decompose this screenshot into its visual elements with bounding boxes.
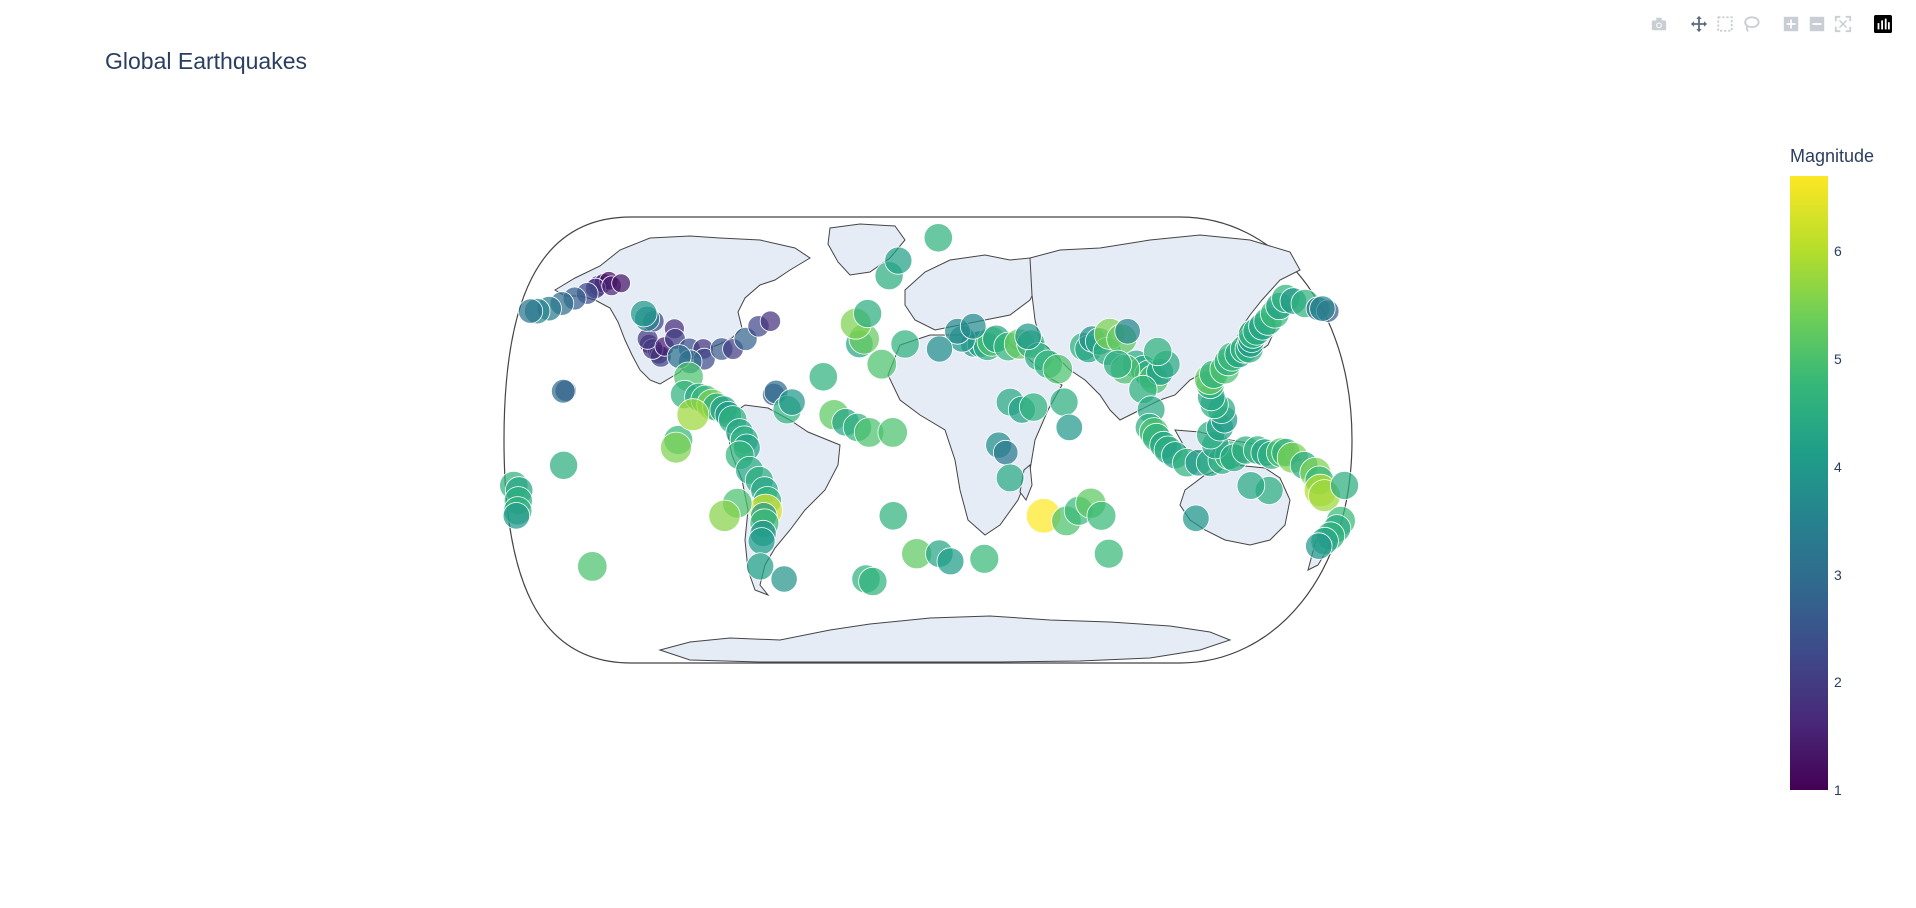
earthquake-marker[interactable] [969,543,1000,574]
earthquake-marker[interactable] [770,565,798,593]
earthquake-marker[interactable] [660,431,692,464]
earthquake-marker[interactable] [923,223,953,253]
colorbar [1790,176,1828,790]
earthquake-marker[interactable] [1305,532,1333,560]
earthquake-marker[interactable] [1114,318,1141,345]
earthquake-marker[interactable] [630,299,658,328]
camera-icon[interactable] [1646,12,1672,36]
colorbar-tick-label: 5 [1834,351,1842,368]
earthquake-marker[interactable] [1330,470,1360,500]
earthquake-marker[interactable] [1055,413,1084,442]
land-madagascar [1019,464,1033,502]
colorbar-tick-label: 6 [1834,243,1842,260]
earthquake-points [499,223,1360,597]
box-select-icon[interactable] [1712,12,1738,36]
earthquake-marker[interactable] [858,566,888,597]
earthquake-marker[interactable] [550,378,576,404]
earthquake-marker[interactable] [808,362,838,392]
land-north-america [554,235,811,385]
earthquake-marker[interactable] [890,329,920,359]
earthquake-marker[interactable] [884,246,913,275]
earthquake-marker[interactable] [853,299,883,329]
earthquake-marker[interactable] [877,417,908,448]
earthquake-marker[interactable] [936,547,965,576]
earthquake-marker[interactable] [866,349,898,380]
earthquake-marker[interactable] [993,439,1019,466]
earthquake-marker[interactable] [1018,392,1049,422]
earthquake-marker[interactable] [1143,336,1173,367]
earthquake-marker[interactable] [926,335,954,363]
earthquake-marker[interactable] [1042,354,1074,385]
chart-title: Global Earthquakes [105,48,308,74]
colorbar-title: Magnitude [1790,146,1875,166]
colorbar-tick-label: 2 [1834,674,1842,691]
earthquake-marker[interactable] [778,388,806,416]
land-antarctica [658,615,1232,663]
plotly-logo-icon[interactable] [1870,12,1896,36]
pan-icon[interactable] [1686,12,1712,36]
earthquake-marker[interactable] [1049,387,1079,417]
colorbar-tick-label: 3 [1834,566,1842,583]
earthquake-marker[interactable] [1236,471,1266,500]
modebar [1632,12,1896,36]
colorbar-tick-label: 1 [1834,782,1842,798]
earthquake-marker[interactable] [995,463,1025,493]
earthquake-marker[interactable] [1014,322,1042,351]
earthquake-marker[interactable] [549,450,579,480]
earthquake-marker[interactable] [1103,349,1133,379]
earthquake-marker[interactable] [708,499,741,532]
earthquake-marker[interactable] [1182,504,1210,533]
earthquake-marker[interactable] [611,273,631,294]
earthquake-marker[interactable] [1309,295,1336,322]
colorbar-tick-label: 4 [1834,458,1842,475]
earthquake-marker[interactable] [1086,500,1117,531]
earthquake-marker[interactable] [1093,538,1124,569]
zoom-out-icon[interactable] [1804,12,1830,36]
zoom-in-icon[interactable] [1778,12,1804,36]
land-europe [904,254,1041,331]
reset-icon[interactable] [1830,12,1856,36]
earthquake-marker[interactable] [517,298,544,324]
earthquake-marker[interactable] [747,527,776,555]
earthquake-marker[interactable] [878,501,908,531]
earthquake-marker[interactable] [746,552,775,581]
earthquake-marker[interactable] [959,312,987,340]
lasso-icon[interactable] [1738,12,1764,36]
earthquake-marker[interactable] [577,551,608,582]
earthquake-marker[interactable] [676,398,710,432]
earthquake-marker[interactable] [502,502,531,530]
earthquake-marker[interactable] [759,310,782,332]
